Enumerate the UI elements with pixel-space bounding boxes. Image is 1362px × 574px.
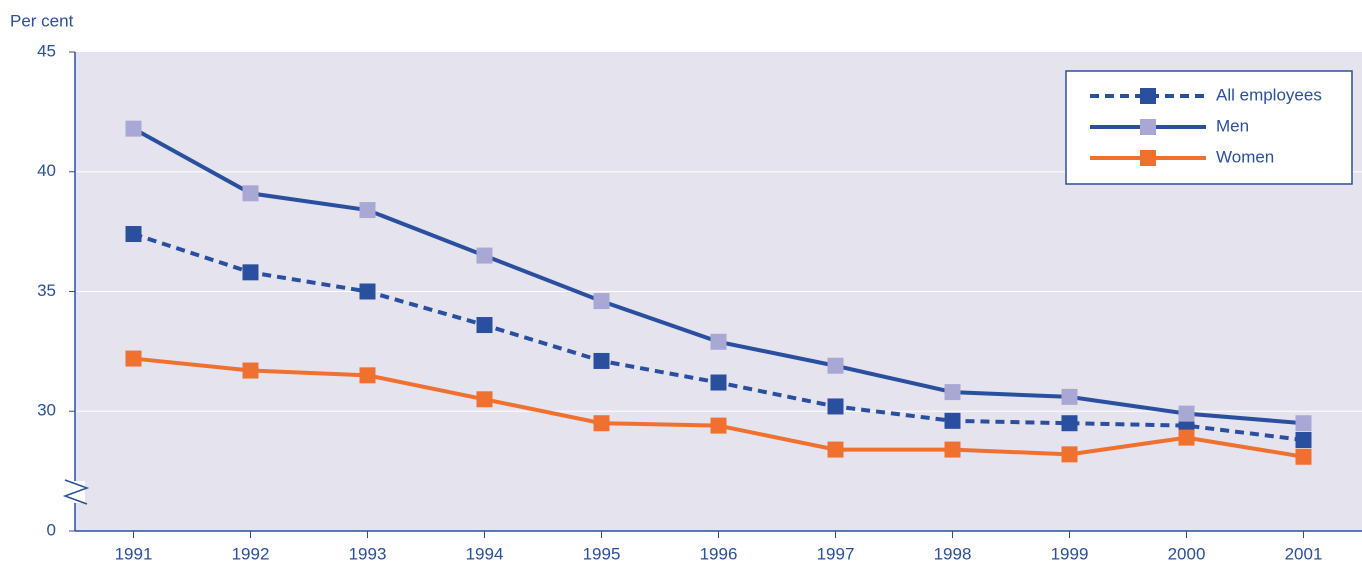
marker [476, 247, 493, 264]
marker [710, 417, 727, 434]
marker [827, 357, 844, 374]
legend-marker [1140, 88, 1156, 104]
y-tick-label: 0 [47, 520, 56, 539]
marker [827, 441, 844, 458]
x-tick-label: 1998 [934, 544, 972, 563]
marker [125, 120, 142, 137]
marker [1061, 446, 1078, 463]
marker [1178, 429, 1195, 446]
marker [1061, 415, 1078, 432]
marker [710, 374, 727, 391]
y-tick-label: 40 [37, 161, 56, 180]
x-tick-label: 1999 [1051, 544, 1089, 563]
marker [359, 202, 376, 219]
y-tick-label: 35 [37, 281, 56, 300]
x-tick-label: 2000 [1168, 544, 1206, 563]
marker [593, 352, 610, 369]
marker [1295, 415, 1312, 432]
y-tick-label: 30 [37, 401, 56, 420]
marker [593, 415, 610, 432]
marker [944, 441, 961, 458]
legend-marker [1140, 119, 1156, 135]
marker [125, 226, 142, 243]
x-tick-label: 1994 [466, 544, 504, 563]
x-tick-label: 2001 [1285, 544, 1323, 563]
marker [242, 362, 259, 379]
marker [1295, 431, 1312, 448]
x-tick-label: 1995 [583, 544, 621, 563]
marker [242, 264, 259, 281]
marker [944, 412, 961, 429]
legend-label: Men [1216, 116, 1249, 135]
x-tick-label: 1997 [817, 544, 855, 563]
marker [1295, 448, 1312, 465]
x-tick-label: 1992 [232, 544, 270, 563]
marker [710, 333, 727, 350]
x-tick-label: 1991 [115, 544, 153, 563]
marker [476, 317, 493, 334]
x-tick-label: 1993 [349, 544, 387, 563]
marker [827, 398, 844, 415]
marker [125, 350, 142, 367]
y-tick-label: 45 [37, 41, 56, 60]
marker [359, 367, 376, 384]
legend-marker [1140, 150, 1156, 166]
marker [593, 293, 610, 310]
marker [944, 384, 961, 401]
marker [1061, 388, 1078, 405]
legend-label: Women [1216, 147, 1274, 166]
marker [242, 185, 259, 202]
x-tick-label: 1996 [700, 544, 738, 563]
marker [1178, 405, 1195, 422]
marker [359, 283, 376, 300]
axis-break [62, 479, 90, 505]
marker [476, 391, 493, 408]
legend-label: All employees [1216, 85, 1322, 104]
y-axis-label: Per cent [10, 11, 74, 30]
